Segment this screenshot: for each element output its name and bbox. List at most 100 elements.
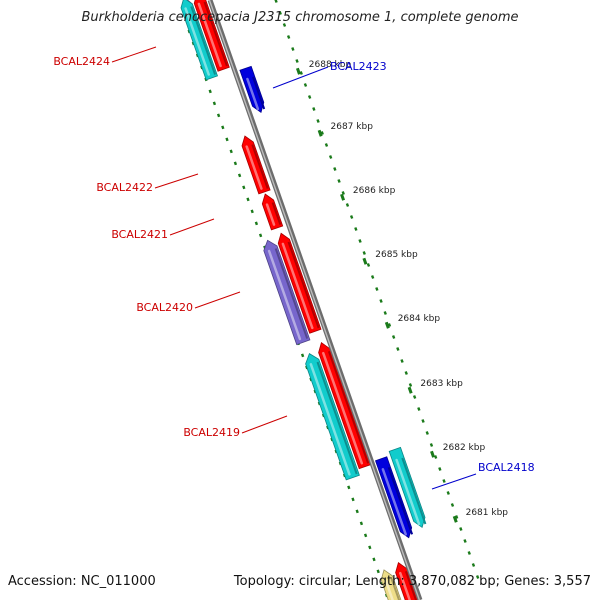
gene-shadow — [404, 570, 418, 600]
outer-tick-dot — [307, 95, 312, 99]
inner-tick-dot — [351, 497, 355, 502]
tick-label: 2683 kbp — [420, 379, 463, 389]
inner-tick-dot — [208, 89, 212, 94]
tick-label: 2687 kbp — [331, 122, 374, 132]
gene-shadow — [287, 241, 320, 329]
outer-tick-dot — [291, 47, 295, 51]
gene-arrow — [263, 239, 311, 346]
outer-tick-dot — [463, 539, 467, 543]
gene-arrow — [193, 0, 230, 72]
outer-tick-dot — [475, 575, 480, 579]
inner-tick-dot — [368, 545, 372, 550]
outer-tick-dot — [417, 407, 421, 411]
tick-label: 2686 kbp — [353, 186, 396, 196]
gene-leader-line — [154, 173, 199, 189]
outer-tick-dot — [433, 455, 438, 459]
outer-tick-dot — [454, 515, 459, 519]
outer-tick-dot — [450, 503, 455, 507]
inner-tick-dot — [258, 233, 263, 238]
gene-label: BCAL2418 — [478, 461, 535, 474]
outer-tick-dot — [345, 203, 350, 207]
gene-shadow — [316, 361, 358, 475]
length-text: Length: 3,870,082 bp; — [355, 574, 501, 589]
gene-arrow — [374, 456, 414, 539]
gene-highlight — [197, 2, 222, 68]
inner-tick-dot — [250, 209, 254, 214]
gene-highlight — [265, 203, 276, 226]
gene-leader-line — [241, 415, 288, 434]
outer-tick-dot — [278, 11, 282, 15]
gene-highlight — [267, 249, 302, 341]
inner-tick-dot — [233, 161, 238, 166]
gene-highlight — [281, 242, 314, 330]
gene-shadow — [387, 466, 414, 535]
inner-tick-dot — [347, 485, 351, 490]
gene-features — [180, 0, 427, 600]
outer-tick-dot — [429, 443, 434, 447]
inner-tick-dot — [225, 137, 229, 142]
gene-arrow — [261, 193, 284, 231]
major-tick — [317, 129, 323, 137]
major-tick — [340, 193, 346, 201]
outer-tick-dot — [337, 179, 341, 183]
outer-tick-dot — [396, 347, 400, 351]
gene-leader-line — [272, 66, 329, 89]
inner-tick-dot — [242, 185, 246, 190]
gene-highlight — [309, 363, 351, 476]
tick-label: 2682 kbp — [443, 443, 486, 453]
outer-tick-dot — [387, 323, 392, 327]
gene-shadow — [251, 144, 269, 189]
inner-tick-dot — [300, 353, 305, 358]
gene-shadow — [203, 1, 228, 67]
outer-tick-dot — [425, 431, 429, 435]
gene-highlight — [246, 77, 260, 111]
inner-tick-dot — [221, 125, 225, 130]
outer-tick-dot — [438, 467, 442, 471]
backbone-highlight — [208, 0, 421, 600]
major-tick — [295, 67, 301, 75]
outer-tick-dot — [349, 215, 354, 219]
tick-label: 2688 kbp — [309, 60, 352, 70]
outer-tick-dot — [366, 263, 371, 267]
gene-arrow — [180, 0, 219, 81]
gene-label: BCAL2419 — [183, 426, 240, 439]
tick-label: 2685 kbp — [375, 250, 418, 260]
outer-tick-dot — [274, 0, 278, 3]
gene-highlight — [381, 468, 407, 536]
gene-shadow — [274, 248, 309, 339]
major-tick — [430, 450, 436, 458]
inner-tick-dot — [254, 221, 259, 226]
inner-tick-dot — [372, 557, 376, 562]
inner-tick-dot — [216, 113, 221, 118]
gene-shadow — [190, 6, 217, 75]
map-title: Burkholderia cenocepacia J2315 chromosom… — [81, 10, 519, 25]
gene-highlight — [245, 145, 263, 190]
gene-arrow — [388, 446, 427, 529]
inner-tick-dot — [212, 101, 217, 106]
gene-leader-line — [169, 218, 215, 236]
outer-tick-dot — [320, 131, 324, 135]
gene-label: BCAL2422 — [96, 181, 153, 194]
gene-labels: BCAL2424 BCAL2423 BCAL2422 BCAL2421 BCAL2420… — [53, 46, 535, 490]
outer-tick-dot — [370, 275, 375, 279]
outer-tick-dot — [341, 191, 345, 195]
outer-tick-dot — [328, 155, 333, 159]
major-tick — [362, 257, 368, 265]
gene-highlight — [399, 571, 412, 600]
gene-arrow — [239, 65, 266, 114]
outer-tick-dot — [375, 287, 379, 291]
inner-tick-dot — [363, 533, 368, 538]
outer-tick-dot — [379, 299, 383, 303]
gene-body — [261, 193, 284, 231]
outer-tick-dot — [299, 71, 303, 75]
outer-tick-dot — [354, 227, 358, 231]
gene-shadow — [327, 350, 370, 464]
gene-label: BCAL2424 — [53, 55, 110, 68]
gene-highlight — [184, 7, 210, 76]
gene-label: BCAL2420 — [136, 301, 193, 314]
outer-tick-dot — [408, 383, 413, 387]
gene-shadow — [401, 457, 427, 525]
major-tick — [384, 321, 390, 329]
major-tick — [452, 515, 458, 523]
